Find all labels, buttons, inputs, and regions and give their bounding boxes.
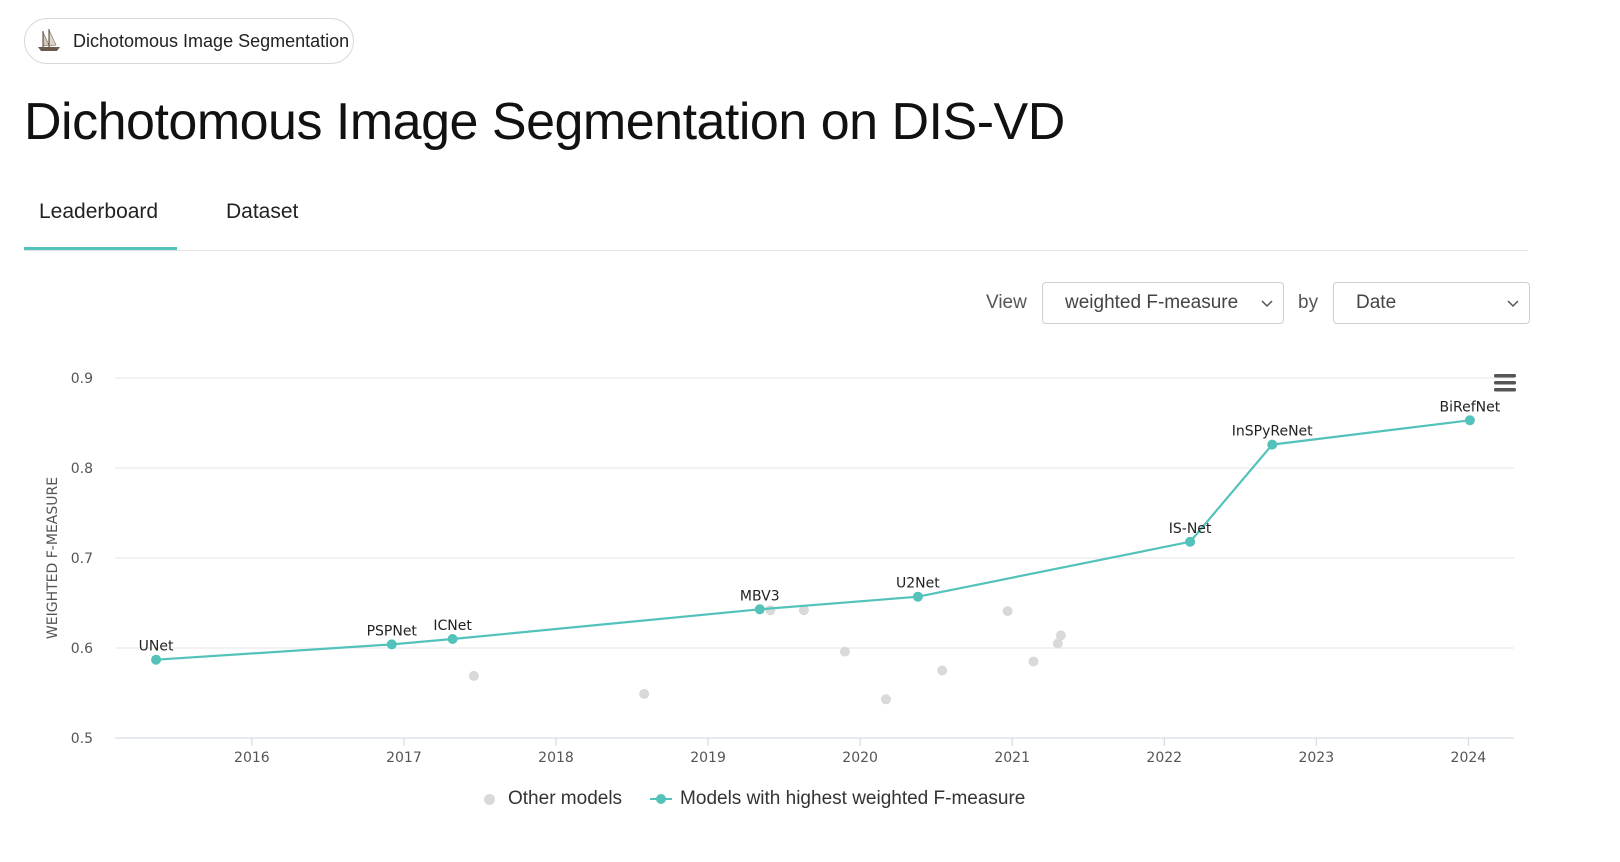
sort-by-select-value: Date (1356, 292, 1397, 313)
legend-label-other: Other models (508, 788, 623, 809)
other-model-point[interactable] (468, 670, 479, 681)
y-tick-label: 0.9 (71, 371, 93, 387)
x-tick-label: 2023 (1298, 750, 1334, 766)
task-chip-label: Dichotomous Image Segmentation (73, 30, 350, 51)
point-label: ICNet (433, 618, 472, 634)
other-model-point[interactable] (1052, 638, 1063, 649)
x-tick-label: 2018 (538, 750, 574, 766)
x-tick-label: 2016 (234, 750, 270, 766)
point-label: BiRefNet (1440, 399, 1501, 415)
chart-legend: Other models Models with highest weighte… (484, 788, 1053, 810)
active-tab-indicator (24, 247, 177, 250)
y-axis-title: WEIGHTED F-MEASURE (45, 477, 61, 639)
best-model-point[interactable] (912, 591, 923, 602)
point-label: U2Net (896, 576, 940, 592)
other-model-point[interactable] (765, 605, 776, 616)
point-label: MBV3 (740, 588, 780, 604)
legend-swatch-other (484, 793, 495, 805)
x-tick-label: 2020 (842, 750, 878, 766)
metric-select[interactable]: weighted F-measure (1042, 282, 1284, 324)
view-label: View (986, 292, 1027, 313)
metric-select-value: weighted F-measure (1065, 292, 1239, 313)
legend-item-best[interactable]: Models with highest weighted F-measure (650, 788, 1025, 810)
tab-dataset[interactable]: Dataset (226, 200, 299, 223)
best-model-point[interactable] (447, 634, 458, 644)
x-tick-label: 2024 (1451, 750, 1487, 766)
best-model-point[interactable] (754, 604, 765, 615)
y-tick-label: 0.7 (71, 551, 93, 567)
chevron-down-icon (1507, 300, 1519, 308)
point-label: IS-Net (1169, 521, 1212, 537)
best-model-point[interactable] (1464, 415, 1475, 426)
task-chip[interactable]: Dichotomous Image Segmentation (24, 18, 354, 64)
y-tick-label: 0.8 (71, 461, 93, 477)
x-tick-label: 2021 (994, 750, 1030, 766)
x-tick-label: 2022 (1146, 750, 1182, 766)
best-model-point[interactable] (1267, 439, 1278, 450)
other-model-point[interactable] (937, 665, 948, 676)
point-label: InSPyReNet (1232, 424, 1313, 440)
x-tick-label: 2019 (690, 750, 726, 766)
hamburger-menu-icon[interactable] (1494, 374, 1516, 392)
y-tick-label: 0.6 (71, 641, 93, 657)
sort-by-select[interactable]: Date (1333, 282, 1530, 324)
other-model-point[interactable] (639, 688, 650, 699)
best-series-line (156, 419, 1471, 661)
by-label: by (1298, 292, 1319, 313)
point-label: UNet (139, 639, 174, 655)
legend-item-other[interactable]: Other models (484, 788, 622, 810)
legend-swatch-best (650, 793, 673, 805)
page-title: Dichotomous Image Segmentation on DIS-VD (24, 93, 1065, 151)
other-model-point[interactable] (1055, 630, 1066, 641)
leaderboard-chart: 0.5 0.6 0.7 0.8 0.9 2016 2017 2018 2019 2020 2021 2… (45, 371, 1516, 766)
x-tick-label: 2017 (386, 750, 422, 766)
y-tick-label: 0.5 (71, 731, 93, 747)
point-label: PSPNet (367, 623, 418, 639)
sailing-ship-icon (38, 29, 60, 51)
other-model-point[interactable] (839, 646, 850, 657)
other-model-point[interactable] (1028, 656, 1039, 667)
other-model-point[interactable] (1002, 606, 1013, 617)
tab-bar: Leaderboard Dataset (24, 180, 1528, 251)
best-model-point[interactable] (151, 654, 162, 665)
best-model-point[interactable] (386, 639, 397, 650)
other-model-point[interactable] (798, 605, 809, 616)
chevron-down-icon (1261, 300, 1273, 308)
best-model-point[interactable] (1185, 536, 1196, 547)
other-model-point[interactable] (880, 694, 891, 705)
tab-leaderboard[interactable]: Leaderboard (39, 200, 159, 223)
legend-label-best: Models with highest weighted F-measure (680, 788, 1026, 809)
